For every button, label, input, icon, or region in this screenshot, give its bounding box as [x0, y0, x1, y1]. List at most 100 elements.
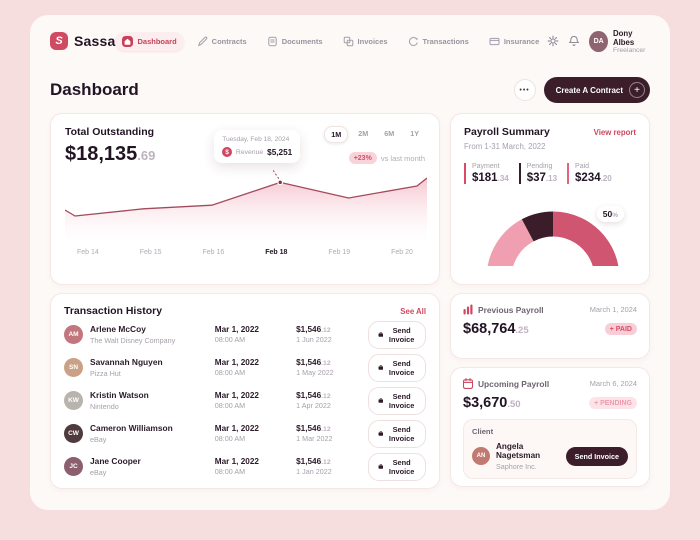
range-tab-1m[interactable]: 1M	[324, 126, 349, 143]
upcoming-payroll-date: March 6, 2024	[589, 379, 637, 388]
paid-status-badge: + PAID	[604, 323, 637, 335]
dollar-icon: $	[222, 147, 232, 158]
transaction-time: 08:00 AM	[214, 401, 246, 411]
transaction-history-card: Transaction History See All AM Arlene Mc…	[50, 293, 440, 489]
range-tab-2m[interactable]: 2M	[358, 129, 369, 138]
x-tick: Feb 18	[265, 249, 288, 256]
transaction-date: Mar 1, 2022	[214, 423, 259, 433]
total-outstanding-card: Total Outstanding $18,135.69 1M 2M 6M 1Y…	[50, 113, 440, 285]
transaction-amount: $1,546.12	[296, 456, 331, 466]
dashboard-icon	[122, 35, 134, 47]
transaction-time: 08:00 AM	[214, 467, 246, 477]
send-invoice-label: Send Invoice	[388, 391, 415, 410]
stat-paid: Paid $234.20	[567, 163, 612, 184]
client-avatar: JC	[64, 457, 83, 476]
transaction-due-date: 1 Jun 2022	[296, 335, 332, 345]
briefcase-icon	[378, 331, 383, 337]
stat-pending: Pending $37.13	[518, 163, 557, 184]
user-avatar: DA	[589, 30, 608, 52]
main-nav: Dashboard Contracts Documents Invoices	[115, 31, 546, 51]
previous-payroll-title: Previous Payroll	[478, 304, 544, 315]
x-tick: Feb 19	[328, 249, 351, 256]
see-all-link[interactable]: See All	[400, 307, 426, 316]
notifications-bell-icon[interactable]	[568, 34, 581, 48]
send-invoice-dark-button[interactable]: Send Invoice	[565, 446, 628, 466]
send-invoice-button[interactable]: Send Invoice	[367, 452, 427, 481]
revenue-area-chart[interactable]: Tuesday, Feb 18, 2024 $ Revenue $5,251 F…	[64, 130, 428, 256]
transaction-amount: $1,546.12	[296, 423, 331, 433]
user-role: Freelancer	[612, 46, 646, 54]
brand-logo[interactable]: S Sassa	[50, 32, 115, 50]
client-box: Client AN Angela Nagetsman Saphore Inc. …	[463, 419, 637, 479]
range-tabs: 1M 2M 6M 1Y	[324, 126, 425, 143]
transaction-row[interactable]: AM Arlene McCoy The Walt Disney Company …	[64, 319, 427, 350]
create-contract-button[interactable]: Create A Contract +	[543, 77, 650, 103]
nav-item-dashboard[interactable]: Dashboard	[115, 31, 184, 51]
send-invoice-button[interactable]: Send Invoice	[367, 419, 427, 448]
x-tick: Feb 16	[202, 249, 225, 256]
tooltip-value: $5,251	[267, 147, 293, 157]
nav-item-transactions[interactable]: Transactions	[401, 32, 476, 51]
view-report-link[interactable]: View report	[593, 128, 636, 137]
outstanding-amount: $18,135.69	[65, 143, 156, 165]
stat-payment: Payment $181.34	[464, 163, 509, 184]
payroll-summary-card: Payroll Summary View report From 1-31 Ma…	[450, 113, 650, 285]
plus-icon: +	[629, 82, 645, 98]
upcoming-client-name: Angela Nagetsman	[496, 442, 541, 460]
x-tick: Feb 20	[391, 249, 413, 256]
send-invoice-button[interactable]: Send Invoice	[367, 320, 427, 349]
payroll-summary-title: Payroll Summary	[464, 126, 550, 138]
send-invoice-button[interactable]: Send Invoice	[367, 386, 427, 415]
page-actions: ••• Create A Contract +	[513, 77, 650, 103]
document-icon	[267, 36, 278, 47]
transaction-rows: AM Arlene McCoy The Walt Disney Company …	[64, 319, 427, 482]
briefcase-icon	[378, 364, 383, 370]
client-avatar: SN	[64, 358, 83, 377]
pen-icon	[197, 36, 208, 47]
send-invoice-label: Send Invoice	[388, 325, 415, 344]
change-badge: +23%	[348, 152, 377, 164]
transaction-date: Mar 1, 2022	[214, 390, 259, 400]
nav-item-contracts[interactable]: Contracts	[190, 32, 254, 51]
client-name: Kristin Watson	[90, 390, 149, 401]
transaction-row[interactable]: KW Kristin Watson Nintendo Mar 1, 2022 0…	[64, 385, 427, 416]
transaction-amount: $1,546.12	[296, 390, 331, 400]
nav-item-invoices[interactable]: Invoices	[336, 32, 395, 51]
user-menu[interactable]: DA Dony Albes Freelancer	[589, 29, 650, 54]
upcoming-payroll-title: Upcoming Payroll	[478, 378, 550, 389]
upcoming-payroll-amount: $3,670.50	[463, 395, 521, 411]
nav-item-documents[interactable]: Documents	[260, 32, 330, 51]
nav-item-insurance[interactable]: Insurance	[482, 32, 546, 51]
pending-status-badge: + PENDING	[589, 397, 637, 409]
transactions-title: Transaction History	[64, 305, 163, 317]
client-label: Client	[472, 427, 494, 436]
payroll-gauge-chart: 50%	[464, 188, 636, 266]
top-navigation-bar: S Sassa Dashboard Contracts Documents	[50, 15, 650, 67]
x-tick: Feb 15	[139, 249, 162, 256]
brand-name: Sassa	[74, 33, 116, 49]
transaction-row[interactable]: JC Jane Cooper eBay Mar 1, 2022 08:00 AM…	[64, 451, 427, 482]
tooltip-date: Tuesday, Feb 18, 2024	[222, 136, 290, 144]
nav-label: Dashboard	[137, 36, 177, 46]
create-contract-label: Create A Contract	[555, 85, 623, 95]
change-caption: vs last month	[380, 153, 425, 163]
client-avatar: AM	[64, 325, 83, 344]
send-invoice-button[interactable]: Send Invoice	[367, 353, 427, 382]
previous-payroll-amount: $68,764.25	[463, 321, 529, 337]
previous-payroll-date: March 1, 2024	[589, 305, 637, 314]
transaction-date: Mar 1, 2022	[214, 357, 259, 367]
transaction-date: Mar 1, 2022	[214, 456, 259, 466]
settings-gear-icon[interactable]	[546, 34, 559, 48]
bars-chart-icon	[463, 304, 473, 315]
header-actions: DA Dony Albes Freelancer	[546, 29, 651, 54]
transaction-row[interactable]: SN Savannah Nguyen Pizza Hut Mar 1, 2022…	[64, 352, 427, 383]
transaction-due-date: 1 May 2022	[296, 368, 334, 378]
client-name: Arlene McCoy	[90, 324, 146, 335]
transaction-row[interactable]: CW Cameron Williamson eBay Mar 1, 2022 0…	[64, 418, 427, 449]
client-avatar: CW	[64, 424, 83, 443]
x-axis-labels: Feb 14 Feb 15 Feb 16 Feb 18 Feb 19 Feb 2…	[65, 249, 425, 256]
payroll-stats: Payment $181.34 Pending $37.13 Paid $234…	[464, 163, 636, 184]
more-options-button[interactable]: •••	[513, 79, 536, 101]
range-tab-1y[interactable]: 1Y	[410, 129, 419, 138]
range-tab-6m[interactable]: 6M	[384, 129, 395, 138]
